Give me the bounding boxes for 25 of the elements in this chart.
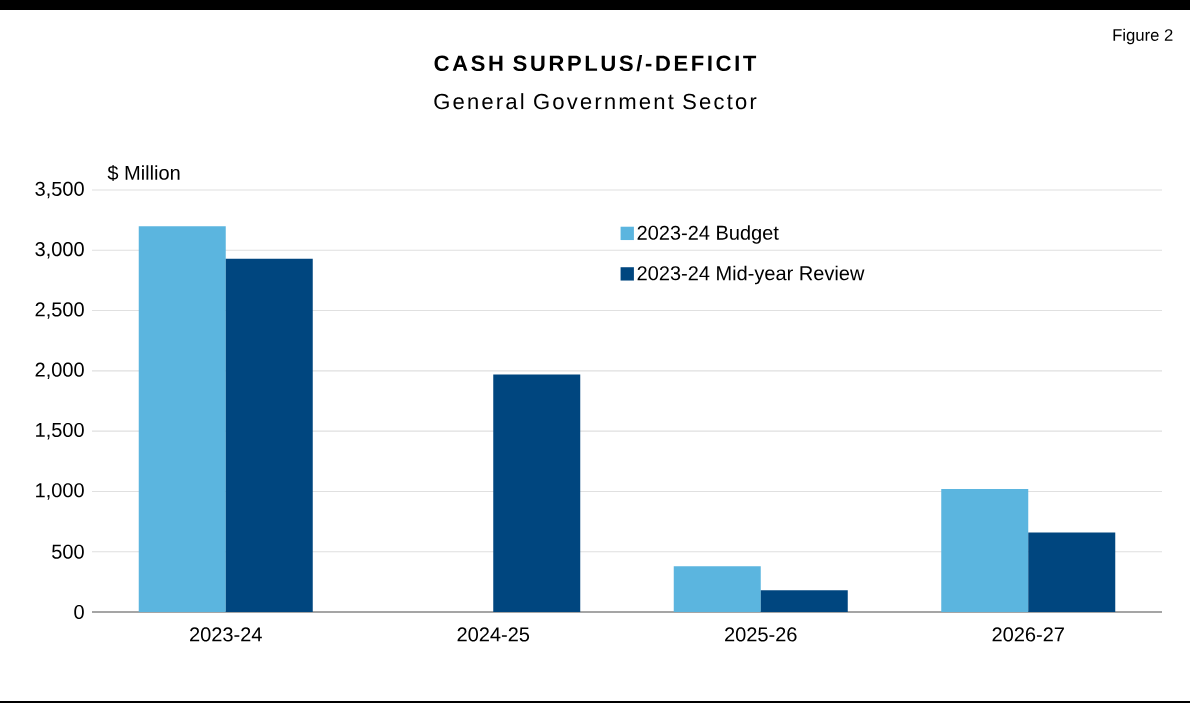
bar bbox=[760, 590, 848, 612]
y-tick-label: 0 bbox=[74, 604, 84, 620]
y-tick-label: 3,000 bbox=[35, 242, 84, 259]
y-tick-label: 500 bbox=[52, 544, 84, 559]
bar bbox=[493, 374, 581, 612]
bar bbox=[225, 258, 313, 612]
y-tick-label: 3,500 bbox=[35, 181, 84, 199]
bar bbox=[1028, 532, 1116, 612]
x-tick-label: 2025-26 bbox=[725, 627, 797, 642]
chart-title: CASH SURPLUS/-DEFICIT bbox=[434, 54, 757, 72]
bar bbox=[941, 489, 1029, 612]
x-tick-label: 2023-24 bbox=[190, 627, 262, 642]
legend-label: 2023-24 Mid-year Review bbox=[637, 265, 865, 285]
bar bbox=[138, 226, 226, 612]
bar bbox=[673, 566, 761, 612]
caption: Figure 2 bbox=[1113, 28, 1173, 45]
legend-label: 2023-24 Budget bbox=[637, 225, 779, 244]
x-tick-label: 2024-25 bbox=[457, 627, 530, 642]
y-tick-label: 1,000 bbox=[36, 483, 84, 500]
y-axis-title: $ Million bbox=[107, 164, 180, 182]
y-tick-label: 2,000 bbox=[35, 362, 84, 380]
y-tick-label: 1,500 bbox=[36, 422, 84, 440]
y-tick-label: 2,500 bbox=[35, 302, 84, 319]
chart-subtitle: General Government Sector bbox=[434, 93, 757, 110]
x-tick-label: 2026-27 bbox=[992, 627, 1064, 642]
